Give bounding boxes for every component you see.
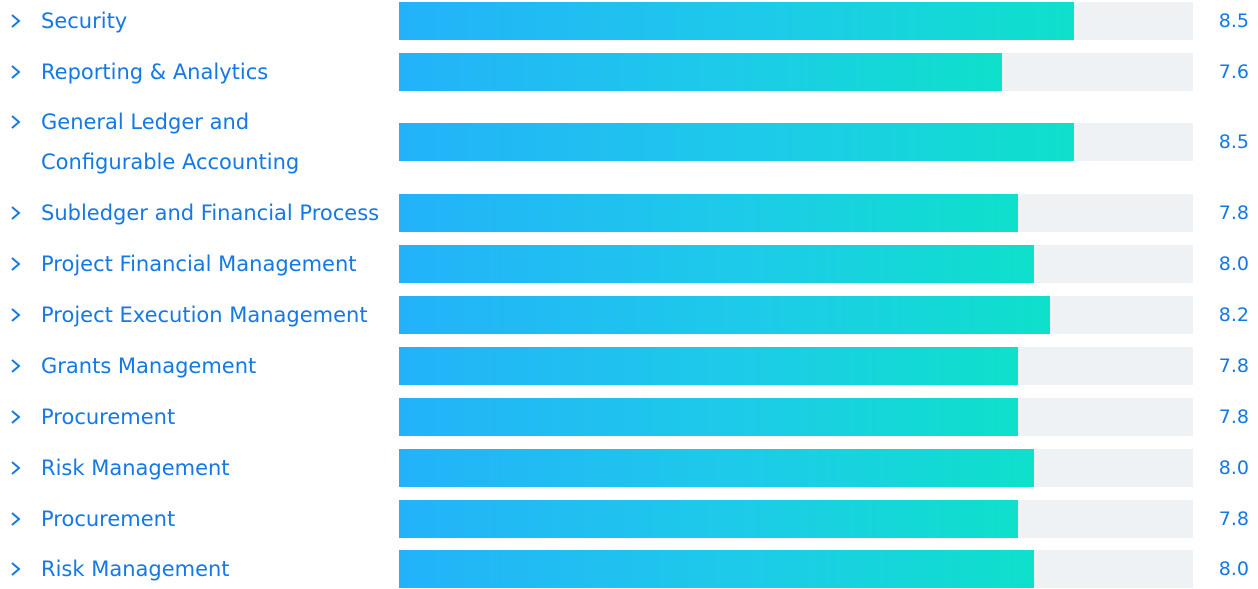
expand-row-toggle[interactable]: Reporting & Analytics: [0, 51, 390, 93]
score-value: 8.0: [1218, 253, 1249, 275]
score-bar-track: [399, 347, 1193, 385]
chevron-right-icon: [9, 307, 23, 323]
score-bar-fill: [399, 398, 1019, 436]
score-value: 7.6: [1218, 61, 1249, 83]
score-row: Procurement 7.8: [0, 498, 1258, 540]
chevron-right-icon: [9, 511, 23, 527]
category-label[interactable]: Risk Management: [41, 556, 230, 581]
category-label[interactable]: Grants Management: [41, 354, 257, 378]
score-row: Risk Management 8.0: [0, 549, 1258, 588]
score-value: 8.5: [1218, 10, 1249, 32]
score-row: Reporting & Analytics 7.6: [0, 51, 1258, 93]
chevron-right-icon: [9, 358, 23, 374]
score-value: 7.8: [1218, 406, 1249, 428]
expand-row-toggle[interactable]: Grants Management: [0, 345, 390, 387]
score-value: 8.0: [1218, 557, 1249, 580]
chevron-right-icon: [9, 256, 23, 272]
score-value: 8.2: [1218, 304, 1249, 326]
expand-row-toggle[interactable]: Procurement: [0, 498, 390, 540]
expand-row-toggle[interactable]: Risk Management: [0, 447, 390, 489]
score-bar-track: [399, 296, 1193, 334]
chevron-right-icon: [9, 561, 23, 577]
category-label[interactable]: Risk Management: [41, 456, 230, 480]
score-bar-fill: [399, 194, 1019, 232]
score-value: 7.8: [1218, 202, 1249, 224]
score-bar-track: [399, 449, 1193, 487]
category-label[interactable]: Procurement: [41, 507, 176, 531]
score-bar-track: [399, 2, 1193, 40]
score-bar-track: [399, 500, 1193, 538]
score-row: Project Execution Management 8.2: [0, 294, 1258, 336]
category-label[interactable]: Project Execution Management: [41, 303, 368, 327]
score-bar-track: [399, 245, 1193, 283]
score-bar-track: [399, 123, 1193, 161]
score-bar-fill: [399, 500, 1019, 538]
expand-row-toggle[interactable]: Risk Management: [0, 549, 390, 588]
chevron-right-icon: [9, 205, 23, 221]
score-bar-track: [399, 194, 1193, 232]
score-bar-fill: [399, 550, 1035, 588]
score-bar-fill: [399, 347, 1019, 385]
score-bar-fill: [399, 123, 1074, 161]
chevron-right-icon: [9, 409, 23, 425]
score-bar-fill: [399, 245, 1035, 283]
score-row: Risk Management 8.0: [0, 447, 1258, 489]
expand-row-toggle[interactable]: Security: [0, 0, 390, 42]
score-value: 8.0: [1218, 457, 1249, 479]
score-bar-fill: [399, 449, 1035, 487]
chevron-right-icon: [9, 13, 23, 29]
expand-row-toggle[interactable]: Subledger and Financial Process: [0, 192, 390, 234]
chevron-right-icon: [9, 460, 23, 476]
score-bar-fill: [399, 2, 1074, 40]
category-label[interactable]: Project Financial Management: [41, 252, 357, 276]
score-value: 7.8: [1218, 508, 1249, 530]
expand-row-toggle[interactable]: General Ledger and Configurable Accounti…: [0, 102, 390, 182]
expand-row-toggle[interactable]: Project Execution Management: [0, 294, 390, 336]
expand-row-toggle[interactable]: Procurement: [0, 396, 390, 438]
score-bar-fill: [399, 53, 1003, 91]
score-row: Procurement 7.8: [0, 396, 1258, 438]
category-label[interactable]: Procurement: [41, 405, 176, 429]
score-row: General Ledger and Configurable Accounti…: [0, 102, 1258, 182]
score-row: Project Financial Management 8.0: [0, 243, 1258, 285]
expand-row-toggle[interactable]: Project Financial Management: [0, 243, 390, 285]
score-row: Security 8.5: [0, 0, 1258, 42]
score-bar-track: [399, 398, 1193, 436]
category-label[interactable]: Reporting & Analytics: [41, 60, 269, 84]
score-bar-track: [399, 53, 1193, 91]
chevron-right-icon: [9, 114, 23, 130]
category-label[interactable]: General Ledger and Configurable Accounti…: [41, 110, 300, 174]
score-row: Grants Management 7.8: [0, 345, 1258, 387]
score-bar-fill: [399, 296, 1051, 334]
chevron-right-icon: [9, 64, 23, 80]
score-bar-track: [399, 550, 1193, 588]
category-label[interactable]: Security: [41, 9, 128, 33]
score-row: Subledger and Financial Process 7.8: [0, 192, 1258, 234]
category-label[interactable]: Subledger and Financial Process: [41, 201, 380, 225]
score-value: 8.5: [1218, 131, 1249, 153]
score-value: 7.8: [1218, 355, 1249, 377]
